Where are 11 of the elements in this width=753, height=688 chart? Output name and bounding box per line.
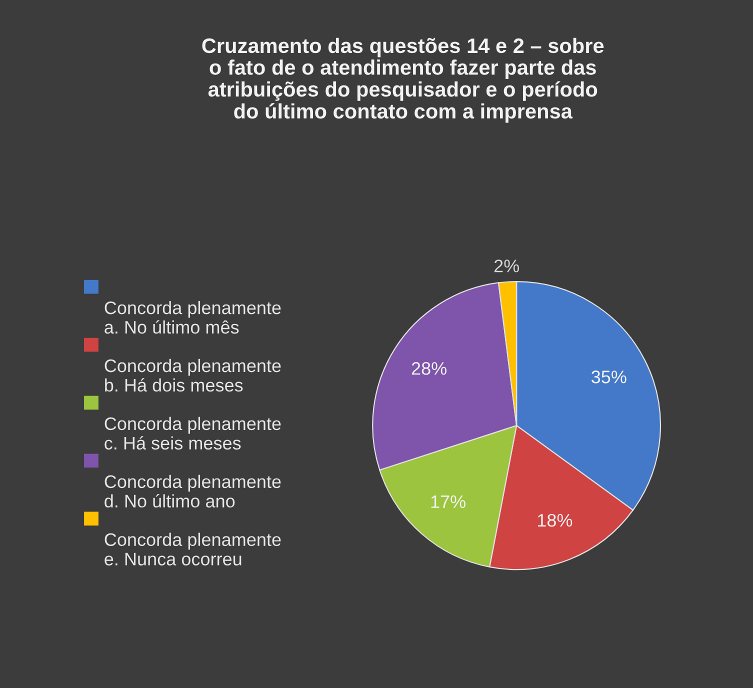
legend-label: Concorda plenamente e. Nunca ocorreu <box>104 532 281 566</box>
data-label: 18% <box>538 514 572 527</box>
chart-title: Cruzamento das questões 14 e 2 – sobre o fato de o atendimento fazer parte das atribuições do pesquisador e o período do último contato com a imprensa <box>202 38 604 123</box>
data-label: 17% <box>431 495 466 508</box>
data-label: 28% <box>412 362 446 375</box>
data-label: 35% <box>592 370 626 384</box>
legend-label: Concorda plenamente c. Há seis meses <box>104 416 281 450</box>
data-label: 2% <box>494 260 520 272</box>
legend-label: Concorda plenamente d. No último ano <box>104 474 281 508</box>
legend-label: Concorda plenamente a. No último mês <box>104 300 281 334</box>
legend-label: Concorda plenamente b. Há dois meses <box>104 358 281 392</box>
